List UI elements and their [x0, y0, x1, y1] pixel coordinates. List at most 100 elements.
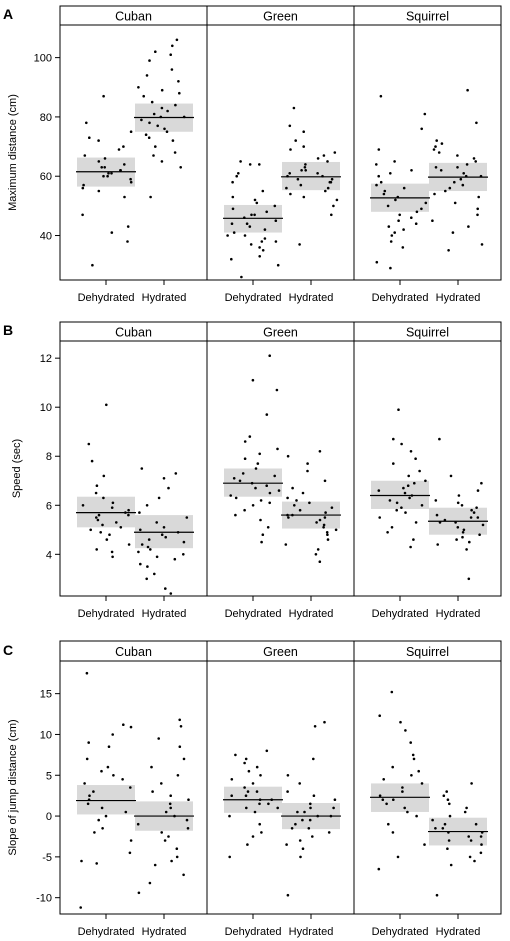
data-point — [420, 207, 423, 211]
data-point — [377, 148, 381, 151]
data-point — [258, 163, 261, 166]
data-point — [459, 177, 463, 181]
data-point — [247, 769, 251, 773]
data-point — [237, 172, 240, 175]
x-tick-label-dehydrated: Dehydrated — [225, 292, 282, 304]
data-point — [441, 827, 445, 830]
data-point — [137, 891, 141, 895]
data-point — [91, 263, 94, 267]
panel-letter-C: C — [3, 642, 13, 658]
data-point — [266, 526, 270, 529]
data-point — [284, 543, 288, 546]
data-point — [140, 467, 144, 470]
data-point — [164, 535, 167, 539]
data-point — [385, 802, 388, 806]
data-point — [286, 174, 289, 178]
data-point — [286, 513, 289, 517]
data-point — [423, 112, 427, 116]
data-point — [145, 504, 149, 507]
data-point — [185, 516, 189, 519]
data-point — [148, 59, 151, 62]
data-point — [443, 822, 447, 826]
data-point — [386, 204, 390, 208]
data-point — [392, 798, 395, 801]
panel-letter-B: B — [3, 322, 13, 338]
data-point — [253, 198, 257, 202]
data-point — [258, 452, 262, 456]
data-point — [467, 225, 470, 228]
data-point — [129, 786, 132, 789]
data-point — [169, 53, 172, 56]
data-point — [103, 157, 107, 160]
data-point — [446, 847, 449, 850]
data-point — [179, 166, 182, 169]
data-point — [81, 504, 85, 507]
data-point — [465, 548, 468, 551]
y-tick-label: 6 — [46, 500, 52, 512]
data-point — [300, 169, 303, 172]
data-point — [230, 222, 234, 225]
data-point — [163, 839, 167, 842]
data-point — [126, 240, 129, 243]
data-point — [324, 189, 327, 193]
data-point — [277, 489, 281, 492]
data-point — [290, 827, 294, 830]
data-point — [398, 213, 402, 217]
data-point — [468, 540, 471, 544]
data-point — [263, 228, 267, 231]
data-point — [174, 103, 177, 107]
data-point — [401, 786, 404, 789]
data-point — [402, 228, 405, 231]
data-point — [296, 177, 300, 181]
data-point — [140, 543, 144, 546]
data-point — [389, 266, 392, 270]
data-point — [326, 533, 329, 536]
data-point — [177, 80, 180, 83]
data-point — [159, 115, 163, 119]
data-point — [250, 481, 254, 485]
data-point — [407, 474, 411, 478]
facet-frame — [59, 340, 208, 597]
data-point — [182, 115, 186, 119]
data-point — [308, 818, 312, 822]
data-point — [160, 88, 164, 92]
data-point — [152, 112, 156, 116]
data-point — [413, 481, 416, 485]
data-point — [400, 506, 403, 510]
data-point — [322, 154, 326, 157]
data-point — [480, 843, 483, 846]
data-point — [169, 806, 172, 810]
data-point — [395, 501, 399, 505]
data-point — [129, 839, 133, 842]
data-point — [382, 778, 386, 781]
data-point — [443, 518, 447, 522]
data-point — [299, 183, 303, 187]
data-point — [286, 893, 290, 897]
facet-frame — [59, 24, 208, 281]
data-point — [90, 459, 94, 463]
data-point — [111, 501, 115, 505]
data-point — [110, 231, 114, 234]
data-point — [97, 189, 101, 193]
data-point — [437, 151, 441, 154]
data-point — [438, 521, 442, 524]
data-point — [424, 479, 427, 483]
data-point — [155, 521, 158, 524]
data-point — [102, 474, 106, 478]
data-point — [480, 243, 484, 246]
panel-letter-A: A — [3, 6, 13, 22]
data-point — [162, 477, 166, 480]
data-point — [79, 906, 82, 909]
data-point — [323, 516, 327, 519]
data-point — [455, 538, 458, 541]
data-point — [182, 757, 186, 761]
facet-label-green: Green — [263, 10, 298, 24]
y-axis-label: Speed (sec) — [11, 439, 23, 498]
data-point — [251, 835, 255, 838]
y-tick-label: -10 — [36, 893, 52, 905]
data-point — [302, 130, 306, 133]
data-point — [182, 553, 185, 556]
data-point — [304, 163, 307, 166]
data-point — [164, 810, 168, 814]
data-point — [256, 462, 260, 465]
